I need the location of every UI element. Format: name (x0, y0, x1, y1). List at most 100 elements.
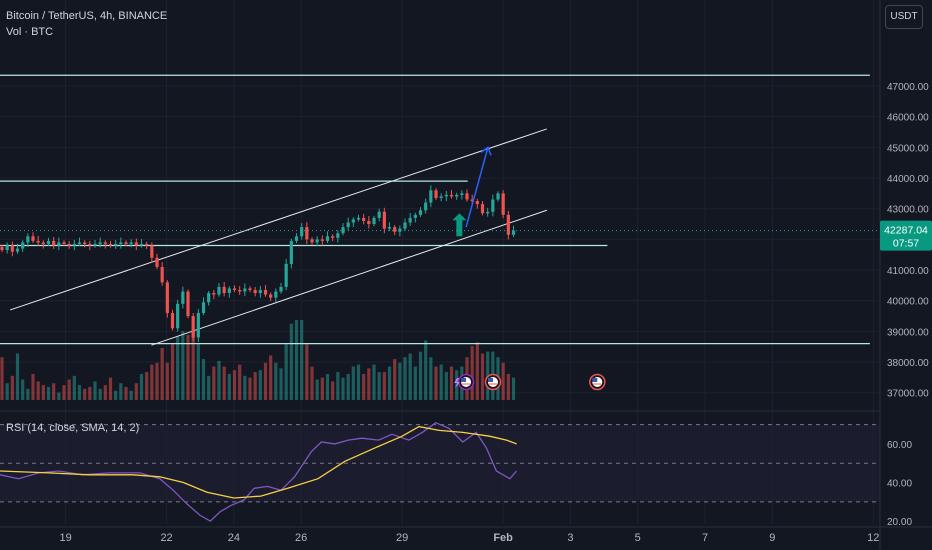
candle-body (176, 303, 180, 329)
time-tick-label: 29 (396, 532, 408, 544)
volume-bar (372, 364, 376, 400)
volume-bar (41, 385, 45, 400)
volume-bar (62, 385, 66, 400)
candle-body (165, 282, 169, 313)
volume-bar (67, 379, 71, 400)
candle-body (227, 288, 231, 294)
price-tick-label: 47000.00 (887, 82, 929, 93)
rsi-title: RSI (14, close, SMA, 14, 2) (6, 422, 140, 434)
candle-body (201, 302, 206, 313)
volume-bar (217, 360, 221, 400)
price-tick-label: 39000.00 (887, 327, 929, 338)
time-tick-label: 7 (702, 532, 708, 544)
price-tag-countdown: 07:57 (893, 238, 919, 250)
volume-bar (36, 381, 40, 400)
candle-body (289, 240, 293, 264)
candle-body (346, 222, 350, 228)
volume-bar (134, 383, 138, 400)
volume-bar (26, 388, 30, 400)
volume-bar (186, 334, 190, 400)
volume-bar (269, 355, 273, 400)
candle-body (258, 289, 262, 294)
candle-body (393, 227, 397, 232)
candle-body (418, 210, 423, 215)
candle-body (15, 248, 20, 252)
volume-bar (191, 327, 195, 400)
volume-bar (124, 386, 128, 400)
price-tick-label: 38000.00 (887, 358, 929, 369)
symbol-title: Bitcoin / TetherUS, 4h, BINANCE (6, 10, 168, 22)
candle-body (150, 245, 154, 258)
time-tick-label: Feb (493, 532, 513, 544)
volume-bar (310, 366, 314, 400)
volume-bar (248, 377, 252, 400)
candle-body (36, 240, 40, 243)
volume-bar (0, 357, 4, 400)
price-tick-label: 46000.00 (887, 113, 929, 124)
time-tick-label: 22 (160, 532, 172, 544)
candle-body (119, 242, 123, 244)
channel-line (151, 209, 548, 346)
candle-body (480, 204, 485, 214)
volume-bar (387, 366, 392, 400)
projection-arrow-line (465, 147, 489, 228)
rsi-tick-label: 20.00 (887, 517, 912, 528)
rsi-tick-label: 40.00 (887, 479, 912, 490)
volume-bar (31, 373, 35, 400)
volume-bar (160, 347, 164, 400)
volume-bar (289, 323, 293, 400)
candle-body (103, 242, 107, 244)
volume-bar (511, 377, 516, 400)
flag-canton-icon (592, 378, 598, 382)
volume-bar (201, 359, 206, 400)
volume-bar (429, 357, 433, 400)
rsi-pane[interactable] (0, 421, 880, 522)
volume-bar (57, 392, 61, 400)
candle-body (217, 286, 221, 295)
volume-bar (155, 362, 159, 400)
volume-bar (398, 362, 402, 400)
currency-button[interactable]: USDT (885, 5, 923, 29)
candle-body (455, 194, 459, 197)
volume-bar (382, 372, 386, 400)
candle-body (403, 222, 407, 229)
volume-bar (294, 320, 299, 400)
volume-bar (356, 364, 361, 400)
candle-body (52, 240, 56, 246)
candle-body (284, 263, 288, 287)
volume-bar (150, 364, 154, 400)
candle-body (155, 257, 159, 267)
volume-bar (351, 366, 355, 400)
volume-bar (77, 385, 82, 400)
candle-body (83, 242, 87, 244)
rsi-line (0, 421, 518, 522)
candle-body (181, 291, 185, 304)
price-tick-label: 44000.00 (887, 174, 929, 185)
volume-bar (212, 366, 216, 400)
price-tick-label: 41000.00 (887, 266, 929, 277)
candle-body (26, 236, 30, 243)
volume-bar (232, 370, 237, 400)
candle-body (444, 194, 448, 197)
candle-body (274, 291, 278, 298)
volume-bar (10, 375, 14, 400)
volume-bar (418, 351, 423, 400)
candle-body (501, 193, 505, 215)
candle-body (320, 239, 324, 241)
candle-body (62, 242, 66, 244)
candle-body (10, 245, 14, 252)
volume-bar (325, 373, 330, 400)
price-tick-label: 40000.00 (887, 297, 929, 308)
volume-bar (170, 344, 175, 400)
candle-body (434, 190, 438, 198)
price-tick-label: 45000.00 (887, 143, 929, 154)
volume-bar (362, 373, 366, 400)
volume-bar (439, 364, 443, 400)
candle-body (232, 288, 237, 290)
price-pane[interactable] (0, 74, 880, 400)
volume-bar (315, 379, 319, 400)
candle-body (160, 266, 164, 283)
candle-body (72, 243, 76, 246)
